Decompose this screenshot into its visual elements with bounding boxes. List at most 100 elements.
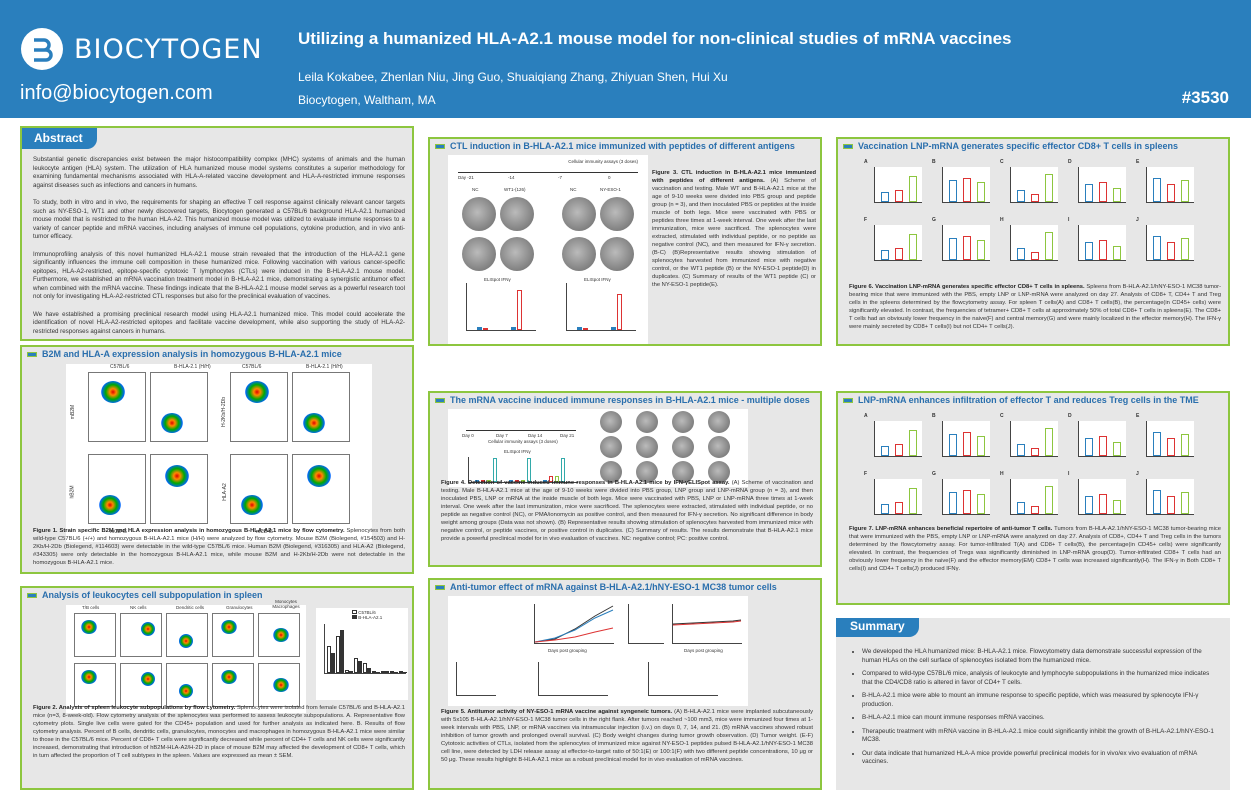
bar [1113,442,1121,456]
affiliation: Biocytogen, Waltham, MA [298,93,436,107]
flow-plot [292,372,350,442]
bar [381,671,385,673]
col-label: NK cells [130,605,147,610]
bar [1031,194,1039,202]
x-axis-label: Days post grouping [548,648,587,653]
timeline-day: Day 7 [496,433,508,438]
panel-letter: D [1068,413,1072,419]
elispot-well [708,461,730,483]
tumor-volume-chart [534,604,614,644]
panel-letter: E [1136,413,1140,419]
contact-email[interactable]: info@biocytogen.com [20,82,213,104]
bar [1031,506,1039,514]
bar [895,248,903,260]
elispot-well [636,411,658,433]
bar [881,446,889,456]
bar [1153,490,1161,514]
mini-chart: H [1000,471,1062,525]
abstract-body: Substantial genetic discrepancies exist … [33,156,405,336]
row-label: HLA-A2 [221,483,228,501]
timeline-day: Day 0 [462,433,474,438]
mini-chart-plot [1010,479,1058,515]
figure-4-caption: Figure 4. Detection of vaccine-induced i… [441,479,813,543]
col-label: NY-ESO-1 [600,187,621,192]
col-label: Granulocytes [226,605,253,610]
body-weight-chart [672,604,742,644]
mini-chart-plot [1078,421,1126,457]
caption-text: Splenocytes from both wild-type C57BL/6 … [33,528,405,566]
bar [493,458,497,482]
flow-plot [150,454,208,524]
panel-letter: B [932,413,936,419]
mini-chart: H [1000,217,1062,271]
mini-chart: F [864,471,926,525]
biocytogen-logo-icon [21,28,63,70]
mini-chart-plot [1010,225,1058,261]
timeline-day: -14 [508,175,515,180]
bar [555,476,559,482]
elispot-wells [458,195,648,275]
bar [1017,190,1025,202]
caption-text: Tumors from B-HLA-A2.1/hNY-ESO-1 MC38 tu… [849,526,1221,572]
bar [1045,486,1053,514]
flow-plot [212,663,254,707]
ctl-panel: CTL induction in B-HLA-A2.1 mice immuniz… [428,137,822,346]
logo-text: BIOCYTOGEN [74,33,263,65]
poster-number: #3530 [1181,88,1229,107]
elispot-wells [598,409,748,487]
panel-letter: E [1136,159,1140,165]
bar [909,176,917,202]
flow-plot [88,372,146,442]
bar [376,672,380,673]
row-label: H-2Kb/H-2Db [221,396,228,428]
bar [1099,240,1107,260]
abstract-paragraph: Substantial genetic discrepancies exist … [33,156,405,189]
section-bullet-icon [436,145,444,148]
elispot-well [600,411,622,433]
panel-letter: A [864,159,868,165]
cytotoxicity-chart-f [648,662,718,696]
bar [909,488,917,514]
mini-chart: I [1068,217,1130,271]
caption-text: (A) B-HLA-A2.1 mice were implanted subcu… [441,709,814,763]
bar [331,653,335,673]
bar [1085,496,1093,514]
timeline-day: Day 14 [528,433,543,438]
legend-swatch [352,615,357,619]
bar [394,672,398,673]
tme-chart-grid: A B C D E F G H I J [864,413,1204,521]
bar [1099,494,1107,514]
mini-chart-plot [874,479,922,515]
authors: Leila Kokabee, Zhenlan Niu, Jing Guo, Sh… [298,70,728,84]
elispot-well [500,237,534,271]
mini-chart-plot [1078,167,1126,203]
caption-title: Figure 2. Analysis of spleen leukocyte s… [33,705,236,711]
bar [354,658,358,673]
mini-chart: B [932,413,994,467]
bar [543,480,547,482]
bar [1153,236,1161,260]
bar [949,492,957,514]
antitumor-panel: Anti-tumor effect of mRNA against B-HLA-… [428,578,822,790]
bar [1167,438,1175,456]
mini-chart-plot [1010,421,1058,457]
bar [1045,428,1053,456]
bar [949,180,957,202]
flow-plot [74,613,116,657]
timeline-label: Cellular immunity assays (3 doses) [568,159,638,164]
mini-chart-plot [942,167,990,203]
bar [617,294,622,330]
section-bullet-icon [436,399,444,402]
bar [340,629,344,673]
poster-title: Utilizing a humanized HLA-A2.1 mouse mod… [298,29,1012,48]
col-label: WT1-(126) [504,187,526,192]
panel-letter: D [1068,159,1072,165]
section-bullet-icon [844,399,852,402]
antitumor-figure: Days post grouping Days post grouping [448,596,748,706]
flow-plot [166,663,208,707]
bar [475,480,479,482]
summary-item: Compared to wild-type C57BL/6 mice, anal… [862,670,1220,687]
bar-chart-plot [324,624,407,674]
logo: BIOCYTOGEN [20,27,263,71]
timeline-day: Day -21 [458,175,474,180]
